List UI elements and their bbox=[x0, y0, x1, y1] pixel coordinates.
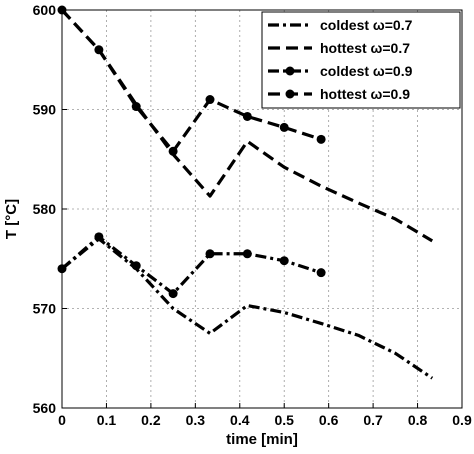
data-point bbox=[57, 264, 67, 274]
data-point bbox=[242, 249, 252, 259]
legend-item: hottest ω=0.7 bbox=[268, 40, 410, 56]
legend-items: coldest ω=0.7 hottest ω=0.7 coldest ω=0.9 h… bbox=[268, 17, 413, 102]
legend-marker bbox=[285, 89, 295, 99]
legend-label: hottest ω=0.7 bbox=[320, 40, 410, 56]
series-layer bbox=[57, 5, 434, 380]
y-tick-label: 590 bbox=[33, 102, 57, 118]
x-tick-label: 0.4 bbox=[230, 412, 250, 428]
y-tick-label: 570 bbox=[33, 301, 57, 317]
series-line bbox=[60, 8, 322, 153]
legend-box bbox=[261, 11, 461, 109]
legend-label: hottest ω=0.9 bbox=[320, 86, 410, 102]
y-tick-label: 580 bbox=[33, 201, 57, 217]
x-tick-label: 0.7 bbox=[363, 412, 383, 428]
y-tick-label: 560 bbox=[33, 400, 57, 416]
legend-item: coldest ω=0.7 bbox=[268, 17, 413, 33]
data-point bbox=[316, 268, 326, 278]
series-line bbox=[60, 237, 434, 380]
y-axis-label: T [°C] bbox=[3, 199, 20, 239]
data-point bbox=[279, 122, 289, 132]
x-tick-label: 0.3 bbox=[186, 412, 206, 428]
data-point bbox=[94, 232, 104, 242]
x-axis-label: time [min] bbox=[226, 431, 298, 448]
data-point bbox=[242, 111, 252, 121]
x-tick-label: 0.6 bbox=[319, 412, 339, 428]
data-point bbox=[316, 134, 326, 144]
data-point bbox=[168, 146, 178, 156]
legend-item: coldest ω=0.9 bbox=[268, 63, 413, 79]
axis-ticks: 0 0.1 0.2 0.3 0.4 0.5 0.6 0.7 0.8 0.9 560 570 580 590… bbox=[33, 2, 472, 428]
data-point bbox=[205, 95, 215, 105]
data-point bbox=[57, 5, 67, 15]
data-point bbox=[131, 261, 141, 271]
series-4 bbox=[57, 5, 326, 156]
legend: coldest ω=0.7 hottest ω=0.7 coldest ω=0.9 h… bbox=[261, 11, 461, 109]
x-tick-label: 0.1 bbox=[97, 412, 117, 428]
data-point bbox=[279, 256, 289, 266]
data-point bbox=[94, 45, 104, 55]
series-3 bbox=[57, 232, 326, 299]
x-tick-label: 0.8 bbox=[408, 412, 428, 428]
legend-label: coldest ω=0.9 bbox=[320, 63, 413, 79]
legend-item: hottest ω=0.9 bbox=[268, 86, 410, 102]
data-point bbox=[131, 102, 141, 112]
series-1 bbox=[60, 237, 434, 380]
x-tick-label: 0.9 bbox=[452, 412, 472, 428]
series-line bbox=[60, 235, 322, 296]
x-tick-label: 0 bbox=[58, 412, 66, 428]
legend-label: coldest ω=0.7 bbox=[320, 17, 413, 33]
x-tick-label: 0.5 bbox=[274, 412, 294, 428]
x-tick-label: 0.2 bbox=[141, 412, 161, 428]
y-tick-label: 600 bbox=[33, 2, 57, 18]
legend-marker bbox=[285, 66, 295, 76]
data-point bbox=[205, 249, 215, 259]
data-point bbox=[168, 289, 178, 299]
